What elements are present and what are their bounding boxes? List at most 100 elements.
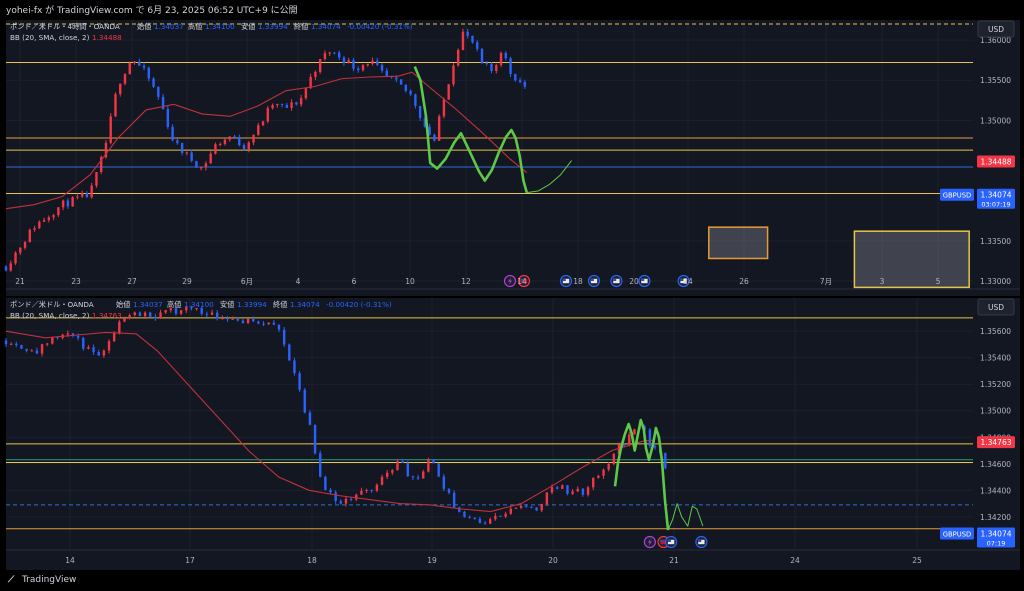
footer-bar: ⟋ TradingView — [0, 570, 1024, 591]
candle-body — [267, 322, 270, 325]
candle-body — [143, 312, 147, 317]
candle-body — [169, 308, 173, 311]
x-tick-label: 14 — [65, 556, 75, 565]
candle-body — [277, 324, 281, 330]
candle-body — [612, 453, 616, 464]
candle-body — [199, 167, 203, 169]
candle-body — [361, 65, 365, 71]
candle-body — [509, 508, 512, 514]
tradingview-logo[interactable]: ⟋ TradingView — [8, 575, 76, 585]
legend-o-label: 始値 — [116, 300, 130, 309]
flag-canton — [667, 539, 671, 542]
candle-body — [339, 501, 343, 504]
legend-h-value: 1.34100 — [205, 22, 235, 31]
candle-body — [215, 312, 219, 319]
candle-body — [499, 52, 503, 66]
x-tick-label: 25 — [912, 556, 922, 565]
legend-l-label: 安値 — [241, 22, 255, 31]
candle-body — [95, 172, 98, 186]
legend-o-label: 始値 — [137, 22, 151, 31]
charts-canvas[interactable]: 1.36000 1.35500 1.35000 1.33500 1.33000 USD 1.… — [0, 0, 1024, 570]
candle-body — [4, 340, 8, 345]
candle-body — [352, 60, 355, 69]
candle-body — [80, 193, 84, 197]
currency-button — [977, 298, 1015, 316]
candle-body — [478, 518, 482, 523]
candle-body — [209, 153, 212, 164]
legend-title: ポンド／米ドル・OANDA — [10, 300, 94, 309]
candle-body — [176, 140, 179, 144]
x-tick-label: 4 — [296, 277, 301, 286]
last-price-tag — [977, 527, 1015, 548]
flag-canton — [660, 539, 664, 542]
candle-body — [628, 434, 631, 445]
candle-body — [581, 488, 585, 495]
candle-body — [399, 79, 403, 85]
candle-body — [35, 350, 39, 354]
candle-body — [571, 491, 574, 494]
x-tick-label: 6 — [352, 277, 357, 286]
candle-body — [329, 489, 332, 493]
candle-body — [174, 308, 178, 314]
candle-body — [71, 197, 74, 207]
candle-body — [380, 476, 384, 485]
candle-body — [432, 459, 435, 464]
candle-body — [519, 505, 523, 508]
candle-body — [228, 136, 231, 140]
candle-body — [333, 52, 336, 54]
us-flag-icon — [590, 278, 598, 284]
candle-body — [66, 333, 70, 335]
candle-body — [303, 389, 306, 413]
candle-body — [561, 485, 564, 489]
candle-body — [82, 337, 85, 349]
candle-body — [252, 134, 255, 143]
x-tick-label: 21 — [669, 556, 679, 565]
candle-body — [28, 229, 31, 243]
candle-body — [602, 469, 605, 476]
candle-body — [437, 116, 441, 141]
candle-body — [466, 31, 469, 36]
bar-countdown-text: 03:07:19 — [981, 201, 1010, 209]
candle-body — [566, 485, 569, 494]
flag-canton — [613, 278, 617, 281]
indicator-label: BB (20, SMA, close, 2) — [10, 33, 90, 42]
candle-body — [414, 94, 417, 106]
candle-body — [166, 109, 170, 127]
currency-button — [977, 20, 1015, 38]
candle-body — [280, 103, 284, 105]
candle-body — [128, 62, 131, 75]
candle-body — [409, 90, 412, 95]
candle-body — [406, 462, 409, 477]
candle-body — [76, 196, 79, 198]
us-flag-icon — [667, 539, 675, 545]
candle-body — [295, 102, 298, 105]
bb-value-tag-text: 1.34763 — [980, 438, 1011, 447]
candle-body — [509, 58, 512, 75]
candle-body — [664, 452, 667, 469]
forecast-path-drawn — [413, 66, 529, 193]
x-tick-label: 14 — [517, 277, 527, 286]
x-tick-label: 12 — [461, 277, 471, 286]
candle-body — [471, 35, 474, 43]
candle-body — [597, 475, 600, 478]
legend-c-value: 1.34074 — [290, 300, 320, 309]
y-tick-label: 1.35600 — [980, 327, 1011, 336]
candle-body — [633, 429, 636, 435]
chart-legend: ポンド／米ドル・OANDA 始値 1.34037 高値 1.34100 安値 1.33994… — [10, 300, 392, 320]
candle-body — [523, 81, 527, 87]
flag-canton — [680, 278, 684, 281]
candle-body — [157, 86, 160, 97]
legend-l-value: 1.33994 — [237, 300, 267, 309]
forecast-path-projected — [526, 160, 572, 194]
last-price-text: 1.34074 — [980, 191, 1011, 200]
candle-body — [190, 307, 193, 309]
candle-body — [366, 63, 369, 66]
symbol-tag — [940, 527, 974, 540]
x-tick-label: 18 — [573, 277, 583, 286]
candle-body — [271, 105, 274, 109]
candle-body — [118, 321, 121, 334]
candle-body — [385, 70, 388, 77]
candle-body — [46, 343, 49, 345]
candle-body — [423, 118, 427, 127]
x-tick-label: 24 — [790, 556, 800, 565]
